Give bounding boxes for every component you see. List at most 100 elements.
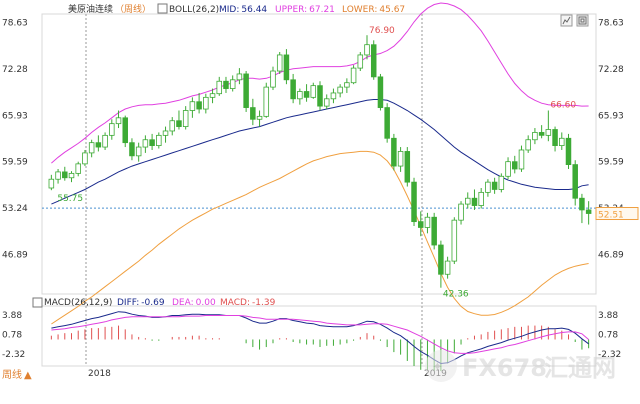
macd-dea-label: DEA: 0.00 xyxy=(172,298,216,308)
candle-57 xyxy=(431,212,437,250)
x-label-2018: 2018 xyxy=(88,369,111,379)
candle-body xyxy=(370,44,377,78)
boll-legend: 美原油连续 （周线） BOLL(26,2) MID: 56.44 UPPER: 67… xyxy=(68,3,405,15)
candle-59 xyxy=(444,256,451,279)
candle-body xyxy=(156,134,162,146)
candle-41 xyxy=(323,94,330,110)
candle-65 xyxy=(485,179,491,197)
candle-body xyxy=(189,101,196,111)
candle-body xyxy=(538,132,545,136)
annotation-high: 76.90 xyxy=(369,26,395,36)
candle-74 xyxy=(545,110,552,142)
candle-45 xyxy=(350,65,357,85)
price-tick-left-2: 65.93 xyxy=(2,111,28,121)
candle-body xyxy=(310,85,317,98)
candle-body xyxy=(149,139,155,146)
price-tick-right-1: 72.28 xyxy=(598,65,624,75)
macd-tick-right-0: 3.88 xyxy=(598,311,618,321)
candle-body xyxy=(270,70,276,88)
macd-panel-frame xyxy=(41,305,597,367)
macd-tick-right-2: -2.32 xyxy=(598,350,621,360)
annotation-right-high: 66.60 xyxy=(550,101,576,111)
candle-64 xyxy=(478,187,484,209)
candle-29 xyxy=(243,71,249,112)
candle-67 xyxy=(498,173,505,193)
macd-axis: 3.88 3.88 0.78 0.78 -2.32 -2.32 xyxy=(2,311,621,360)
candle-body xyxy=(391,137,397,167)
macd-legend: MACD(26,12,9) DIFF: -0.69 DEA: 0.00 MACD: -… xyxy=(32,297,276,308)
period-selector[interactable]: 周线 ▲ xyxy=(2,368,32,381)
macd-diff-label: DIFF: -0.69 xyxy=(117,298,165,308)
candle-28 xyxy=(236,68,243,85)
candle-30 xyxy=(250,98,256,126)
candle-38 xyxy=(303,84,310,102)
candle-49 xyxy=(377,73,384,111)
candle-body xyxy=(142,139,149,148)
candle-body xyxy=(68,172,75,179)
current-price-label: 52.51 xyxy=(598,211,624,221)
candle-4 xyxy=(75,161,81,177)
macd-diff-line xyxy=(51,311,589,365)
boll-upper-line xyxy=(51,2,589,164)
candle-51 xyxy=(391,133,397,171)
candle-66 xyxy=(491,177,498,194)
candle-32 xyxy=(263,82,270,118)
candle-body xyxy=(162,130,169,136)
macd-tick-left-0: 3.88 xyxy=(2,311,22,321)
candle-72 xyxy=(532,128,538,145)
candle-body xyxy=(229,79,236,89)
candle-36 xyxy=(290,73,296,104)
price-annotations: 76.90 42.36 55.75 66.60 xyxy=(57,26,576,300)
chart-settings-icon[interactable] xyxy=(560,14,573,27)
candle-body xyxy=(532,132,538,141)
candle-58 xyxy=(438,240,444,288)
candle-body xyxy=(216,80,223,95)
candle-14 xyxy=(142,135,149,153)
candle-body xyxy=(579,197,585,211)
candle-6 xyxy=(88,139,95,158)
fullscreen-icon[interactable] xyxy=(576,14,589,27)
boll-mid-label: MID: 56.44 xyxy=(219,5,267,15)
candle-body xyxy=(491,181,498,190)
candle-50 xyxy=(384,103,390,143)
candle-body xyxy=(276,54,283,72)
candle-body xyxy=(505,161,511,177)
candle-16 xyxy=(156,132,162,149)
candle-21 xyxy=(189,97,196,118)
candle-35 xyxy=(283,49,290,85)
candle-body xyxy=(256,115,263,120)
candle-33 xyxy=(270,66,276,91)
candle-55 xyxy=(417,211,424,237)
price-tick-left-1: 72.28 xyxy=(2,65,28,75)
price-tick-right-3: 59.59 xyxy=(598,158,624,168)
candle-body xyxy=(203,96,209,110)
macd-tick-left-1: 0.78 xyxy=(2,331,22,341)
candle-body xyxy=(283,54,290,81)
candle-body xyxy=(478,191,484,206)
candle-body xyxy=(364,44,370,56)
candle-19 xyxy=(176,110,182,130)
toolbar-icons[interactable] xyxy=(560,14,589,27)
candle-body xyxy=(458,203,464,221)
candle-42 xyxy=(330,88,337,104)
candle-body xyxy=(323,98,330,107)
candle-2 xyxy=(62,166,68,181)
watermark-cn: 汇通网 xyxy=(544,354,616,382)
period-tag[interactable]: （周线） xyxy=(115,3,151,15)
candles xyxy=(48,35,592,288)
candle-body xyxy=(451,219,458,262)
candle-73 xyxy=(538,125,545,139)
candle-39 xyxy=(310,82,317,99)
candle-body xyxy=(129,142,135,157)
candle-body xyxy=(438,244,444,275)
candle-71 xyxy=(525,135,531,153)
boll-name: BOLL(26,2) xyxy=(169,5,219,15)
price-tick-left-0: 78.63 xyxy=(2,19,28,29)
candle-26 xyxy=(223,76,229,93)
price-tick-left-5: 46.89 xyxy=(2,251,28,261)
candle-43 xyxy=(337,84,343,98)
price-tick-left-3: 59.59 xyxy=(2,158,28,168)
candle-46 xyxy=(357,52,364,72)
candle-body xyxy=(444,260,451,275)
